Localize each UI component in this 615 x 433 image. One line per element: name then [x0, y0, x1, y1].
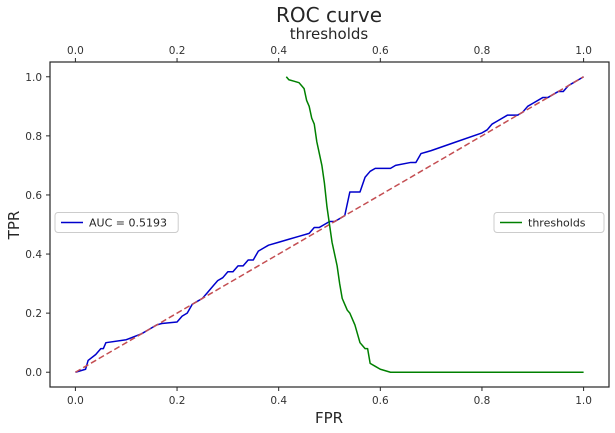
legend-box [54, 212, 179, 233]
y-tick-label: 0.8 [25, 131, 42, 143]
x2-axis-label: thresholds [290, 25, 369, 43]
legends: AUC = 0.5193 thresholds [54, 212, 605, 233]
x2-tick-label: 1.0 [575, 45, 592, 57]
x-tick-label: 0.4 [270, 395, 287, 407]
plot-frame [49, 61, 610, 388]
y-axis-label: TPR [5, 211, 23, 241]
y-tick-label: 0.0 [25, 367, 42, 379]
x-tick-label: 0.6 [372, 395, 389, 407]
x2-tick-label: 0.4 [270, 45, 287, 57]
legend-label: AUC = 0.5193 [89, 217, 167, 230]
legend-auc: AUC = 0.5193 [54, 212, 179, 233]
x-tick-label: 0.2 [169, 395, 186, 407]
y-tick-label: 0.4 [25, 249, 42, 261]
x-tick-label: 0.0 [67, 395, 84, 407]
y-tick-label: 1.0 [25, 72, 42, 84]
x-tick-label: 0.8 [474, 395, 491, 407]
x2-tick-label: 0.2 [169, 45, 186, 57]
legend-thresholds: thresholds [493, 212, 605, 233]
legend-label: thresholds [528, 217, 586, 230]
y-tick-label: 0.2 [25, 308, 42, 320]
plot-area [75, 76, 584, 373]
x-axis-label: FPR [315, 409, 343, 427]
legend-box [493, 212, 605, 233]
roc-curve-line [75, 76, 584, 373]
chart-title: ROC curve [276, 3, 382, 27]
x2-tick-label: 0.0 [67, 45, 84, 57]
thresholds-line [285, 76, 584, 373]
x2-tick-label: 0.8 [474, 45, 491, 57]
x2-tick-label: 0.6 [372, 45, 389, 57]
y-tick-label: 0.6 [25, 190, 42, 202]
x-tick-label: 1.0 [575, 395, 592, 407]
